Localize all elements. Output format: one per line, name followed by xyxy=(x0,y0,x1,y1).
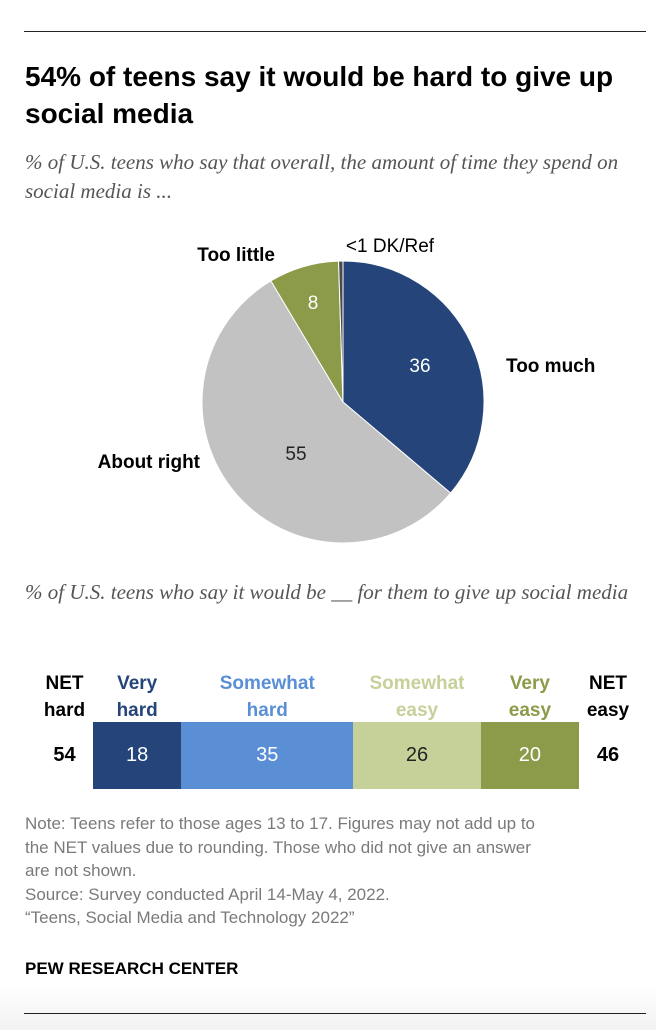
note-line: are not shown. xyxy=(25,861,137,880)
note-line: Note: Teens refer to those ages 13 to 17… xyxy=(25,814,535,833)
pie-subtitle: % of U.S. teens who say that overall, th… xyxy=(25,150,619,203)
pie-slice-about-right xyxy=(201,280,452,544)
pie-chart: Too much 36 About right 55 Too little 8 <1 DK/… xyxy=(98,236,596,544)
net-hard-header: NET hard xyxy=(43,673,86,721)
bar-header-very-hard: Very hard xyxy=(116,673,158,721)
pie-slice-too-much xyxy=(342,260,485,494)
bottom-rule xyxy=(24,1013,646,1014)
net-hard-value: 54 xyxy=(53,744,76,766)
bar-header-somewhat-easy: Somewhat easy xyxy=(369,673,465,721)
top-rule xyxy=(24,31,646,32)
pie-value-about-right: 55 xyxy=(285,444,306,465)
net-easy-header: NET easy xyxy=(586,673,630,721)
bottom-fade xyxy=(0,985,656,1030)
pie-label-too-little: Too little xyxy=(197,245,275,266)
bar-header-very-easy: Very easy xyxy=(508,673,552,721)
pie-slice-dk-ref xyxy=(338,260,344,403)
pie-label-too-much: Too much xyxy=(506,356,595,377)
report-title-line: “Teens, Social Media and Technology 2022… xyxy=(25,908,355,927)
source-line: Source: Survey conducted April 14-May 4,… xyxy=(25,884,390,904)
pie-label-dk-ref: <1 DK/Ref xyxy=(346,236,435,257)
pie-slices xyxy=(201,260,485,544)
bar-segment-somewhat-easy: 26 xyxy=(353,722,481,789)
bar-segment-very-hard: 18 xyxy=(93,722,182,789)
brand-logo-text: PEW RESEARCH CENTER xyxy=(25,959,239,978)
bar-subtitle: % of U.S. teens who say it would be __ f… xyxy=(25,580,629,604)
notes: Note: Teens refer to those ages 13 to 17… xyxy=(25,812,645,930)
note-line: the NET values due to rounding. Those wh… xyxy=(25,837,531,857)
pie-labels: Too much 36 About right 55 Too little 8 <1 DK/… xyxy=(98,236,596,473)
bar-segment-somewhat-hard: 35 xyxy=(181,722,354,789)
chart-title: 54% of teens say it would be hard to giv… xyxy=(25,61,614,129)
pie-value-too-little: 8 xyxy=(308,293,319,314)
pie-value-too-much: 36 xyxy=(409,356,430,377)
bar-segment-very-easy: 20 xyxy=(480,722,579,789)
bar-header-somewhat-hard: Somewhat hard xyxy=(219,673,315,721)
pie-label-about-right: About right xyxy=(98,452,201,473)
net-easy-value: 46 xyxy=(596,744,620,766)
